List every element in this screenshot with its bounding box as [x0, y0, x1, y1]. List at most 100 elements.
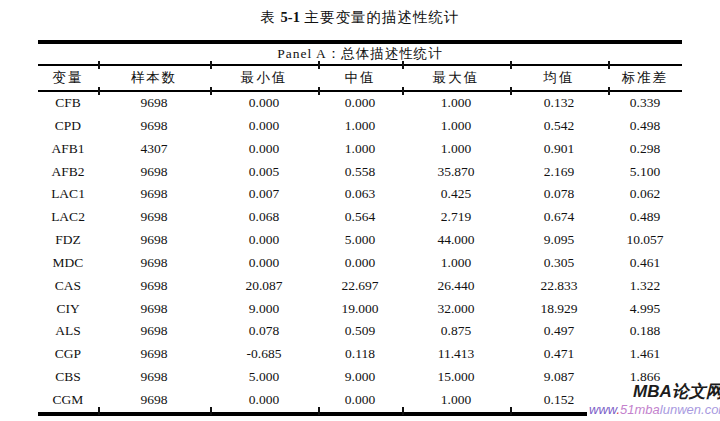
variable-name-cell: ALS: [38, 320, 98, 343]
value-cell: 5.000: [318, 229, 402, 252]
table-row: CBS96985.0009.00015.0009.0871.866: [38, 366, 682, 389]
table-row: MDC96980.0000.0001.0000.3050.461: [38, 252, 682, 275]
value-cell: 32.000: [402, 298, 510, 321]
watermark-site-name: MBA论文网: [632, 382, 720, 402]
value-cell: 0.078: [510, 183, 608, 206]
table-row: CPD96980.0001.0001.0000.5420.498: [38, 115, 682, 138]
value-cell: 0.564: [318, 206, 402, 229]
column-boundary-tick: [98, 87, 100, 95]
table-row: CFB96980.0000.0001.0000.1320.339: [38, 92, 682, 115]
column-header-sample-size: 样本数: [98, 66, 210, 90]
column-boundary-tick: [318, 61, 320, 69]
table-row: ALS96980.0780.5090.8750.4970.188: [38, 320, 682, 343]
table-row: AFB143070.0001.0001.0000.9010.298: [38, 138, 682, 161]
value-cell: 0.489: [608, 206, 682, 229]
table-row: CGP9698-0.6850.11811.4130.4711.461: [38, 343, 682, 366]
variable-name-cell: LAC1: [38, 183, 98, 206]
value-cell: 9698: [98, 298, 210, 321]
column-boundary-tick: [210, 87, 212, 95]
table-body: CFB96980.0000.0001.0000.1320.339CPD96980…: [38, 92, 682, 412]
value-cell: 0.000: [210, 92, 318, 115]
value-cell: 9698: [98, 161, 210, 184]
value-cell: 0.000: [318, 252, 402, 275]
value-cell: 26.440: [402, 275, 510, 298]
column-boundary-tick: [510, 407, 512, 415]
value-cell: 0.188: [608, 320, 682, 343]
value-cell: 0.497: [510, 320, 608, 343]
watermark-url-rest: lunwen.com: [660, 402, 720, 417]
value-cell: 0.000: [210, 389, 318, 412]
descriptive-stats-table: Panel A：总体描述性统计 变量 样本数 最小值 中值 最大值 均值 标准差…: [38, 40, 682, 416]
value-cell: 0.000: [210, 138, 318, 161]
variable-name-cell: CFB: [38, 92, 98, 115]
value-cell: 0.000: [210, 252, 318, 275]
value-cell: 1.000: [318, 138, 402, 161]
value-cell: 1.461: [608, 343, 682, 366]
table-title-number: 5-1: [281, 9, 300, 25]
variable-name-cell: CGP: [38, 343, 98, 366]
watermark-site-url: www.51mbalunwen.com: [587, 401, 720, 419]
value-cell: 9698: [98, 229, 210, 252]
value-cell: 0.062: [608, 183, 682, 206]
variable-name-cell: CBS: [38, 366, 98, 389]
value-cell: 44.000: [402, 229, 510, 252]
value-cell: 1.000: [402, 389, 510, 412]
document-page: 表 5-1 主要变量的描述性统计 Panel A：总体描述性统计 变量 样本数 …: [0, 0, 720, 421]
column-header-mean: 均值: [510, 66, 608, 90]
column-header-median: 中值: [318, 66, 402, 90]
value-cell: 0.558: [318, 161, 402, 184]
table-row: CAS969820.08722.69726.44022.8331.322: [38, 275, 682, 298]
value-cell: 0.078: [210, 320, 318, 343]
value-cell: 1.322: [608, 275, 682, 298]
value-cell: 0.068: [210, 206, 318, 229]
column-boundary-tick: [402, 407, 404, 415]
value-cell: 0.875: [402, 320, 510, 343]
table-header-row: 变量 样本数 最小值 中值 最大值 均值 标准差: [38, 66, 682, 90]
value-cell: 0.901: [510, 138, 608, 161]
value-cell: 9698: [98, 115, 210, 138]
value-cell: 15.000: [402, 366, 510, 389]
value-cell: 9698: [98, 183, 210, 206]
table-row: CIY96989.00019.00032.00018.9294.995: [38, 298, 682, 321]
column-boundary-tick: [98, 407, 100, 415]
value-cell: 9698: [98, 320, 210, 343]
value-cell: 9.087: [510, 366, 608, 389]
value-cell: 9.095: [510, 229, 608, 252]
value-cell: 0.298: [608, 138, 682, 161]
table-row: AFB296980.0050.55835.8702.1695.100: [38, 161, 682, 184]
value-cell: 9698: [98, 343, 210, 366]
table-rule-top: [38, 40, 682, 44]
column-boundary-tick: [402, 87, 404, 95]
value-cell: 5.000: [210, 366, 318, 389]
variable-name-cell: LAC2: [38, 206, 98, 229]
value-cell: 11.413: [402, 343, 510, 366]
column-boundary-tick: [98, 61, 100, 69]
value-cell: 22.833: [510, 275, 608, 298]
variable-name-cell: CGM: [38, 389, 98, 412]
column-header-min: 最小值: [210, 66, 318, 90]
value-cell: 0.674: [510, 206, 608, 229]
variable-name-cell: CIY: [38, 298, 98, 321]
value-cell: 0.425: [402, 183, 510, 206]
value-cell: 22.697: [318, 275, 402, 298]
value-cell: 0.339: [608, 92, 682, 115]
table-title-prefix: 表: [260, 9, 280, 25]
variable-name-cell: CPD: [38, 115, 98, 138]
value-cell: 1.000: [402, 138, 510, 161]
column-boundary-tick: [608, 61, 610, 69]
variable-name-cell: CAS: [38, 275, 98, 298]
variable-name-cell: AFB2: [38, 161, 98, 184]
value-cell: 9698: [98, 366, 210, 389]
value-cell: 19.000: [318, 298, 402, 321]
value-cell: 9698: [98, 252, 210, 275]
value-cell: 0.000: [210, 115, 318, 138]
value-cell: 0.305: [510, 252, 608, 275]
table-rule-bottom: [38, 412, 682, 416]
value-cell: 4.995: [608, 298, 682, 321]
variable-name-cell: FDZ: [38, 229, 98, 252]
value-cell: 0.471: [510, 343, 608, 366]
value-cell: 0.498: [608, 115, 682, 138]
table-rule-under-header: [38, 90, 682, 92]
table-row: FDZ96980.0005.00044.0009.09510.057: [38, 229, 682, 252]
column-boundary-tick: [608, 87, 610, 95]
